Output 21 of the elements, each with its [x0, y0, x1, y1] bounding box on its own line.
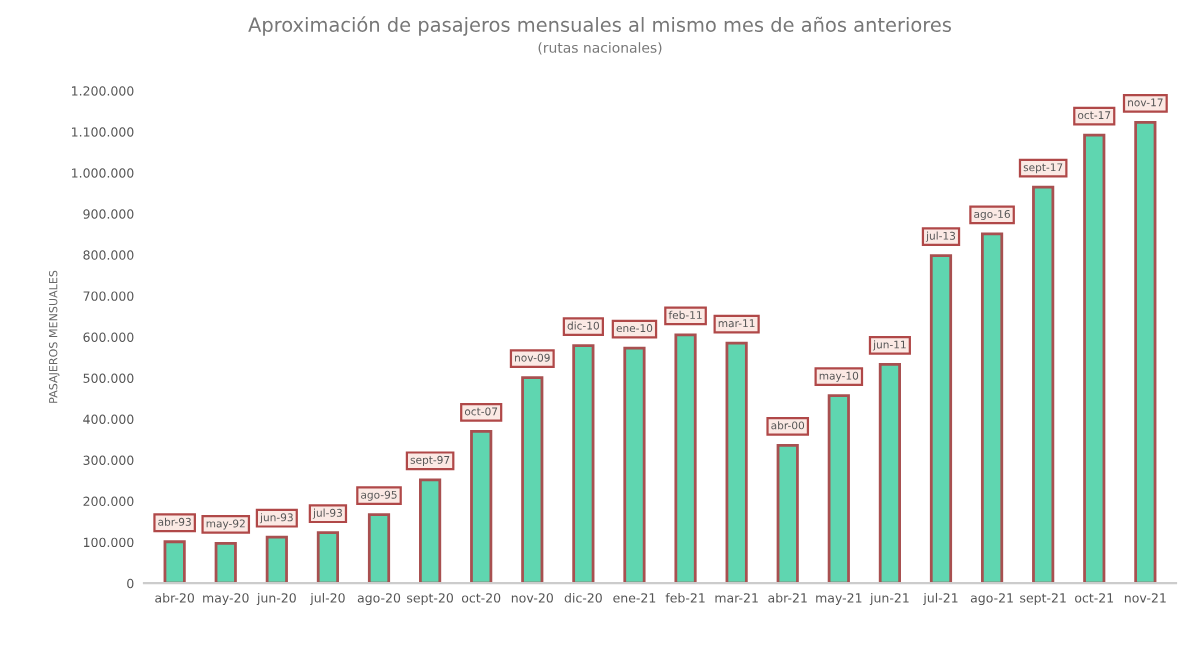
bar	[776, 443, 799, 584]
bar	[623, 346, 646, 584]
bar	[367, 513, 391, 584]
bar	[1032, 185, 1055, 584]
bar	[827, 394, 850, 584]
bar	[521, 376, 544, 584]
bar	[674, 333, 697, 584]
bar	[316, 531, 340, 584]
bar	[1134, 120, 1157, 584]
bar	[163, 540, 186, 584]
bar	[265, 535, 288, 584]
bar	[1083, 133, 1106, 584]
bar	[214, 542, 237, 584]
chart-title: Aproximación de pasajeros mensuales al mismo mes de años anteriores	[248, 16, 951, 36]
bar	[980, 232, 1004, 584]
bar	[470, 429, 493, 584]
bar	[572, 344, 595, 584]
bar	[419, 478, 442, 584]
bar	[878, 363, 901, 584]
bar	[929, 254, 953, 584]
bar	[725, 341, 748, 584]
